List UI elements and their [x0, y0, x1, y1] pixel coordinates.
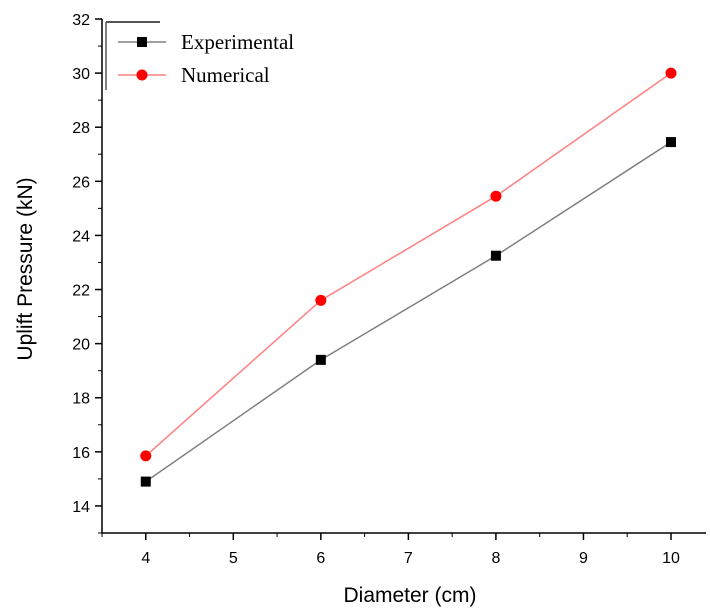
y-axis-ticks: 14 16 18 20 22 24 26 28 30 32: [72, 12, 102, 534]
data-point: [665, 67, 677, 79]
series-layer: [140, 67, 677, 487]
legend: Experimental Numerical: [105, 21, 294, 90]
plot-area: 14 16 18 20 22 24 26 28 30 32 4 5 6 7 8 9 10: [72, 12, 706, 567]
data-point: [140, 476, 151, 487]
y-tick-label: 26: [72, 174, 90, 191]
x-tick-label: 9: [579, 550, 588, 567]
series-line: [145, 72, 672, 457]
y-tick-label: 14: [72, 499, 90, 516]
y-tick-label: 28: [72, 120, 90, 137]
series-experimental: [140, 137, 676, 487]
legend-label: Numerical: [181, 63, 270, 87]
x-axis-ticks: 4 5 6 7 8 9 10: [101, 533, 680, 567]
y-axis-title: Uplift Pressure (kN): [14, 177, 37, 360]
legend-marker: [136, 69, 148, 81]
y-tick-label: 24: [72, 228, 90, 245]
x-tick-label: 4: [141, 550, 150, 567]
data-point: [315, 294, 327, 306]
legend-item-experimental: Experimental: [118, 30, 294, 54]
legend-label: Experimental: [181, 30, 294, 54]
data-point: [315, 354, 326, 365]
legend-item-numerical: Numerical: [118, 63, 270, 87]
data-point: [490, 190, 502, 202]
legend-marker: [137, 37, 147, 47]
data-point: [490, 250, 501, 261]
y-tick-label: 16: [72, 445, 90, 462]
x-tick-label: 7: [404, 550, 413, 567]
data-point: [665, 137, 676, 148]
y-tick-label: 20: [72, 337, 90, 354]
x-tick-label: 5: [229, 550, 238, 567]
series-line: [145, 141, 672, 483]
data-point: [140, 450, 152, 462]
series-numerical: [140, 67, 677, 462]
y-tick-label: 18: [72, 391, 90, 408]
y-tick-label: 30: [72, 66, 90, 83]
x-tick-label: 10: [662, 550, 680, 567]
x-tick-label: 8: [491, 550, 500, 567]
x-tick-label: 6: [316, 550, 325, 567]
y-tick-label: 32: [72, 12, 90, 29]
x-axis-title: Diameter (cm): [343, 584, 476, 607]
y-tick-label: 22: [72, 283, 90, 300]
